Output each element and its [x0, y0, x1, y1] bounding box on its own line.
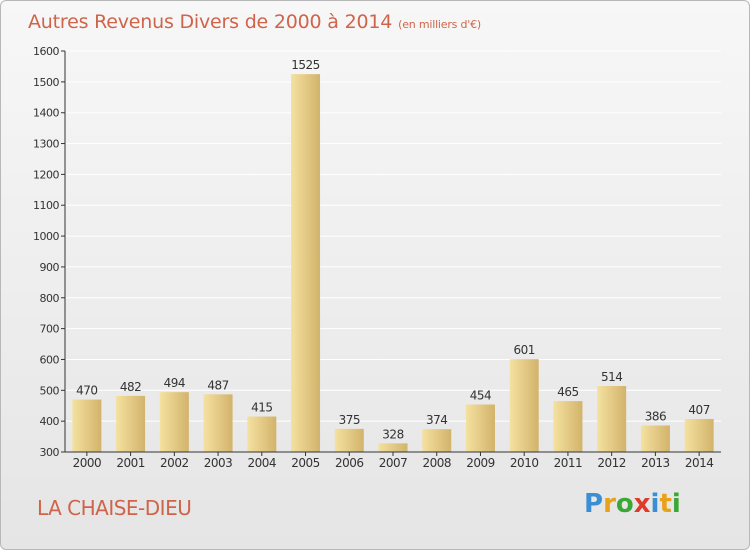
logo-letter: o	[615, 489, 634, 519]
logo-letter: x	[633, 489, 651, 519]
bar-2001	[116, 395, 146, 452]
value-label: 465	[557, 385, 578, 399]
x-tick-label: 2009	[466, 456, 495, 470]
value-label: 386	[645, 409, 666, 423]
bar-2011	[553, 401, 583, 452]
x-tick-label: 2002	[160, 456, 189, 470]
chart-title-text: Autres Revenus Divers de 2000 à 2014	[28, 11, 393, 33]
x-tick-label: 2006	[335, 456, 364, 470]
y-tick-label: 700	[40, 323, 60, 336]
bar-2014	[684, 418, 714, 452]
value-label: 601	[513, 343, 534, 357]
x-tick-label: 2001	[116, 456, 145, 470]
bar-2006	[334, 428, 364, 452]
value-label: 487	[207, 378, 228, 392]
value-label: 375	[339, 413, 360, 427]
value-label: 494	[164, 376, 185, 390]
y-tick-label: 1300	[33, 138, 59, 151]
x-tick-label: 2013	[641, 456, 670, 470]
logo-letter: i	[671, 489, 681, 519]
y-tick-label: 1600	[33, 45, 59, 58]
place-name: LA CHAISE-DIEU	[37, 496, 192, 520]
y-tick-label: 1500	[33, 76, 59, 89]
bar-2005	[291, 74, 321, 452]
chart-unit: (en milliers d'€)	[398, 18, 482, 31]
x-tick-label: 2004	[248, 456, 277, 470]
bar-2013	[640, 425, 670, 452]
bar-2008	[422, 429, 452, 452]
logo-letter: t	[659, 489, 672, 519]
bar-2004	[247, 416, 277, 452]
y-tick-label: 300	[40, 446, 60, 459]
x-tick-label: 2005	[291, 456, 320, 470]
x-tick-label: 2011	[554, 456, 583, 470]
y-tick-label: 1200	[33, 168, 59, 181]
y-tick-label: 1000	[33, 230, 59, 243]
x-tick-label: 2000	[73, 456, 102, 470]
y-tick-label: 400	[40, 415, 60, 428]
y-tick-label: 1100	[33, 199, 59, 212]
x-tick-label: 2014	[685, 456, 714, 470]
bar-2012	[597, 385, 627, 452]
value-label: 482	[120, 380, 141, 394]
value-label: 374	[426, 413, 447, 427]
value-label: 328	[382, 427, 403, 441]
x-tick-label: 2003	[204, 456, 233, 470]
x-tick-label: 2010	[510, 456, 539, 470]
x-tick-label: 2008	[422, 456, 451, 470]
y-tick-label: 800	[40, 292, 60, 305]
logo-letter: P	[584, 489, 604, 519]
value-label: 514	[601, 370, 622, 384]
bar-2002	[159, 392, 189, 452]
proxiti-logo: Proxiti	[584, 489, 681, 519]
value-label: 454	[470, 388, 491, 402]
value-label: 470	[76, 384, 97, 398]
x-tick-label: 2007	[379, 456, 408, 470]
bar-2010	[509, 359, 539, 452]
bar-2009	[465, 404, 495, 452]
bar-2007	[378, 443, 408, 452]
y-tick-label: 500	[40, 384, 60, 397]
chart-title: Autres Revenus Divers de 2000 à 2014 (en …	[28, 11, 481, 33]
bar-2003	[203, 394, 233, 452]
bar-2000	[72, 399, 102, 452]
x-tick-label: 2012	[597, 456, 626, 470]
value-label: 415	[251, 401, 272, 415]
value-label: 407	[688, 403, 709, 417]
logo-letter: i	[650, 489, 660, 519]
y-tick-label: 900	[40, 261, 60, 274]
y-tick-label: 1400	[33, 107, 59, 120]
value-label: 1525	[291, 58, 320, 72]
y-tick-label: 600	[40, 353, 60, 366]
logo-letter: r	[603, 489, 616, 519]
